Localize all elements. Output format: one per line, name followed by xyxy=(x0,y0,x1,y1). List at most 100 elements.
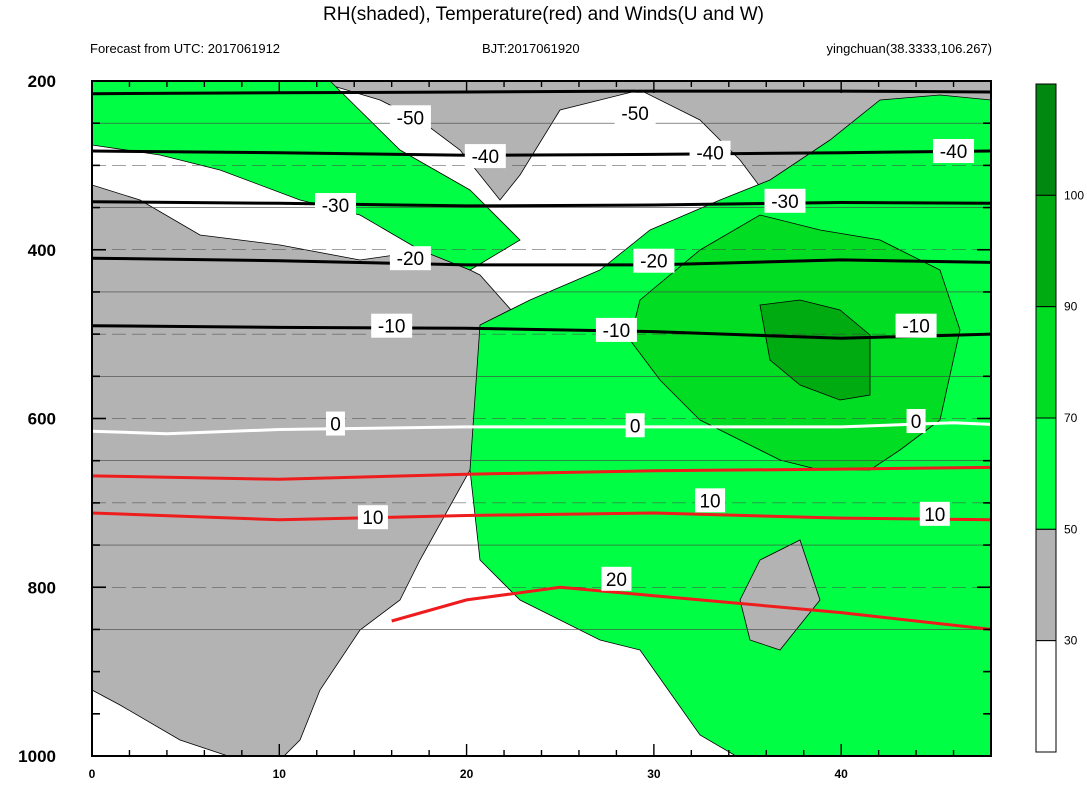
isotherm-line xyxy=(92,465,991,481)
contour-label-text: -10 xyxy=(603,321,630,342)
colorbar-label: 70 xyxy=(1064,411,1078,425)
colorbar-label: 100 xyxy=(1064,188,1084,202)
contour-label-text: 0 xyxy=(911,412,922,433)
contour-label-text: -50 xyxy=(397,108,424,129)
pressure-guides xyxy=(92,122,991,630)
contour-label: -10 xyxy=(595,317,637,342)
contour-label: 10 xyxy=(919,501,950,526)
contour-label-box xyxy=(895,313,937,338)
y-tick-label: 400 xyxy=(28,241,56,260)
contour-label-text: -20 xyxy=(640,252,667,273)
contour-label-box xyxy=(933,139,975,164)
contour-label-box xyxy=(464,144,506,169)
y-tick-label: 1000 xyxy=(18,747,56,766)
contour-label-box xyxy=(689,140,731,165)
x-tick-label: 0 xyxy=(89,767,96,781)
contour-label-box xyxy=(389,246,431,271)
contour-label-box xyxy=(357,505,388,530)
contour-label-text: -40 xyxy=(472,147,499,168)
colorbar-segment xyxy=(1035,417,1057,530)
plot-area: -50 -50 -40 -40 -40 -30 -30 -20 -20 -10 -10 -10 0 0 0 1… xyxy=(92,81,991,756)
contour-label: -40 xyxy=(464,144,506,169)
contour-label-box xyxy=(625,413,645,438)
isotherm-line xyxy=(92,324,991,340)
contour-label-box xyxy=(595,317,637,342)
contour-label-text: 20 xyxy=(606,570,627,591)
local-time-label: BJT:2017061920 xyxy=(482,41,580,56)
contour-label-text: -40 xyxy=(696,144,723,165)
y-tick-label: 800 xyxy=(28,578,56,597)
contour-label-text: -10 xyxy=(378,317,405,338)
contour-label-box xyxy=(325,411,345,436)
contour-label: -40 xyxy=(689,140,731,165)
x-tick-label: 10 xyxy=(273,767,287,781)
contour-label-box xyxy=(614,101,656,126)
chart-title: RH(shaded), Temperature(red) and Winds(U… xyxy=(322,4,765,25)
colorbar-segment xyxy=(1035,528,1057,642)
forecast-time-label: Forecast from UTC: 2017061912 xyxy=(90,41,281,56)
contour-label-box xyxy=(371,313,413,338)
y-tick-label: 600 xyxy=(28,410,56,429)
isotherm-line xyxy=(92,256,991,267)
contour-label: 20 xyxy=(601,566,632,591)
contour-label-text: 10 xyxy=(362,508,383,529)
contour-label: 0 xyxy=(625,413,645,438)
colorbar: 100 90 70 50 30 xyxy=(1035,83,1084,753)
colorbar-segment xyxy=(1035,640,1057,753)
contour-label: -20 xyxy=(389,246,431,271)
contour-label-text: -30 xyxy=(771,192,798,213)
isotherm-line xyxy=(92,421,991,436)
colorbar-label: 30 xyxy=(1064,634,1078,648)
isotherm-line xyxy=(92,511,991,522)
contour-label-text: -40 xyxy=(940,142,967,163)
contour-label-text: -50 xyxy=(621,104,648,125)
x-tick-label: 30 xyxy=(647,767,661,781)
contour-label-text: 0 xyxy=(630,416,641,437)
contour-label-text: 0 xyxy=(330,415,341,436)
contour-label-box xyxy=(919,501,950,526)
isotherm-line xyxy=(92,149,991,157)
x-tick-label: 40 xyxy=(834,767,848,781)
contour-labels: -50 -50 -40 -40 -40 -30 -30 -20 -20 -10 -10 -10 0 0 0 1… xyxy=(314,101,975,591)
contour-label: 0 xyxy=(906,409,926,434)
isotherms xyxy=(92,89,991,631)
contour-label: -10 xyxy=(371,313,413,338)
contour-label-text: 10 xyxy=(699,491,720,512)
isotherm-line xyxy=(92,200,991,208)
contour-label-text: 10 xyxy=(924,505,945,526)
colorbar-label: 90 xyxy=(1064,300,1078,314)
rh-gray-lower-right xyxy=(739,539,821,651)
contour-label: 0 xyxy=(325,411,345,436)
colorbar-segment xyxy=(1035,83,1057,196)
isotherm-line xyxy=(92,89,991,96)
contour-label-box xyxy=(601,566,632,591)
contour-label-text: -20 xyxy=(397,249,424,270)
contour-label: -50 xyxy=(614,101,656,126)
colorbar-segment xyxy=(1035,194,1057,308)
station-label: yingchuan(38.3333,106.267) xyxy=(826,41,992,56)
contour-label: -30 xyxy=(764,188,806,213)
contour-label: -10 xyxy=(895,313,937,338)
contour-label: -20 xyxy=(633,248,675,273)
contour-label-box xyxy=(314,193,356,218)
contour-label: -40 xyxy=(933,139,975,164)
x-axis: 0 10 20 30 40 xyxy=(89,81,992,781)
contour-label: 10 xyxy=(357,505,388,530)
contour-label: -30 xyxy=(314,193,356,218)
contour-label-text: -10 xyxy=(902,317,929,338)
contour-label-box xyxy=(633,248,675,273)
contour-label-box xyxy=(389,105,431,130)
isotherm-line xyxy=(391,585,991,631)
contour-label: -50 xyxy=(389,105,431,130)
y-tick-label: 200 xyxy=(28,72,56,91)
contour-label-box xyxy=(695,488,726,513)
contour-label-box xyxy=(906,409,926,434)
contour-label-box xyxy=(764,188,806,213)
colorbar-segment xyxy=(1035,306,1057,419)
rh-dark-green xyxy=(759,299,871,401)
colorbar-label: 50 xyxy=(1064,522,1078,536)
x-tick-label: 20 xyxy=(460,767,474,781)
contour-label: 10 xyxy=(695,488,726,513)
